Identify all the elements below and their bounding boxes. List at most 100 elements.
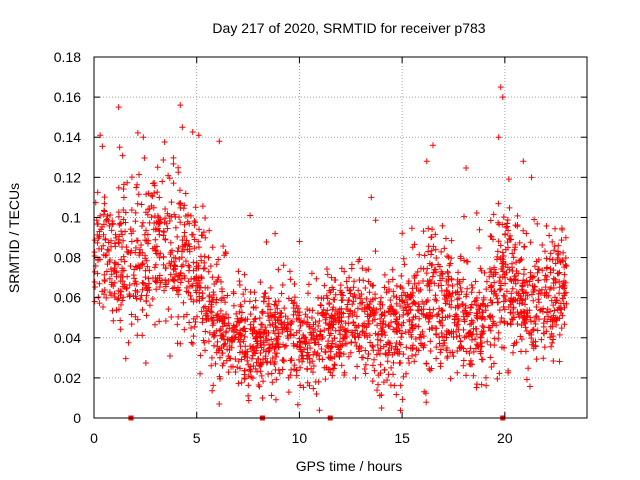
data-point xyxy=(399,396,406,403)
x-tick-label: 15 xyxy=(394,430,410,446)
data-points xyxy=(91,84,570,421)
data-point xyxy=(267,306,274,313)
data-point xyxy=(512,280,519,287)
data-point xyxy=(235,380,242,387)
data-point xyxy=(342,340,349,347)
data-point xyxy=(132,293,139,300)
data-point xyxy=(519,282,526,289)
data-point xyxy=(195,132,202,139)
data-point xyxy=(388,319,395,326)
data-point xyxy=(140,134,147,141)
data-point xyxy=(473,341,480,348)
data-point xyxy=(464,285,471,292)
data-point xyxy=(489,313,496,320)
data-point xyxy=(380,318,387,325)
data-point xyxy=(547,250,554,257)
data-point xyxy=(201,339,208,346)
data-point xyxy=(96,228,103,235)
data-point xyxy=(455,303,462,310)
data-point xyxy=(487,284,494,291)
data-point xyxy=(528,318,534,325)
data-point xyxy=(291,280,298,287)
data-point xyxy=(301,318,308,325)
data-point xyxy=(288,366,295,373)
data-point xyxy=(323,292,330,299)
data-point xyxy=(511,246,518,253)
data-point xyxy=(352,339,359,346)
x-tick-label: 20 xyxy=(497,430,513,446)
data-point xyxy=(108,271,115,278)
data-point xyxy=(352,374,359,381)
data-point xyxy=(177,199,184,206)
data-point xyxy=(318,310,325,317)
data-point xyxy=(530,326,537,333)
data-point xyxy=(99,143,106,150)
data-point xyxy=(423,399,430,406)
data-point xyxy=(237,343,244,350)
data-point xyxy=(191,245,198,252)
data-point xyxy=(423,158,430,165)
data-point xyxy=(560,300,567,307)
data-point xyxy=(488,299,495,306)
data-point xyxy=(199,294,206,301)
data-point xyxy=(308,270,315,277)
data-point xyxy=(260,329,267,336)
data-point xyxy=(407,307,414,314)
data-point xyxy=(95,294,102,301)
data-point xyxy=(279,357,286,364)
data-point xyxy=(213,312,220,319)
data-point xyxy=(189,128,196,135)
data-point xyxy=(556,331,563,338)
data-point xyxy=(554,315,561,322)
data-point xyxy=(439,222,446,229)
data-point xyxy=(240,338,247,345)
data-point xyxy=(235,268,242,275)
data-point xyxy=(109,221,116,228)
data-point xyxy=(499,94,506,101)
data-point xyxy=(405,355,412,362)
data-point xyxy=(332,308,339,315)
data-point xyxy=(361,304,368,311)
data-point xyxy=(285,295,292,302)
data-point xyxy=(101,200,108,207)
data-point xyxy=(238,379,245,386)
data-point xyxy=(405,303,412,310)
data-point xyxy=(308,365,315,372)
data-point xyxy=(411,280,418,287)
data-point xyxy=(127,249,134,256)
data-point xyxy=(344,327,351,334)
data-point xyxy=(506,266,513,273)
data-point xyxy=(540,320,547,327)
data-point xyxy=(433,331,440,338)
data-point xyxy=(518,348,525,355)
data-point xyxy=(473,381,480,388)
data-point xyxy=(484,338,491,345)
data-point xyxy=(260,298,267,305)
data-point xyxy=(503,288,510,295)
data-point xyxy=(304,379,311,386)
data-point xyxy=(291,299,298,306)
data-point xyxy=(509,260,516,267)
data-point xyxy=(158,277,165,284)
data-point xyxy=(560,278,567,285)
data-point xyxy=(524,307,531,314)
data-point xyxy=(371,310,378,317)
data-point xyxy=(259,356,266,363)
data-point xyxy=(91,237,98,244)
data-point xyxy=(103,252,110,259)
data-point xyxy=(223,311,230,318)
data-point xyxy=(280,262,287,269)
data-point xyxy=(322,348,329,355)
data-point xyxy=(104,213,111,220)
data-point xyxy=(318,335,325,342)
data-point xyxy=(439,317,446,324)
data-point xyxy=(218,315,225,322)
data-point xyxy=(189,282,196,289)
data-point xyxy=(374,341,381,348)
data-point xyxy=(142,237,149,244)
data-point xyxy=(151,180,158,186)
data-point xyxy=(210,291,217,298)
data-point xyxy=(185,262,192,269)
data-point xyxy=(369,343,376,350)
